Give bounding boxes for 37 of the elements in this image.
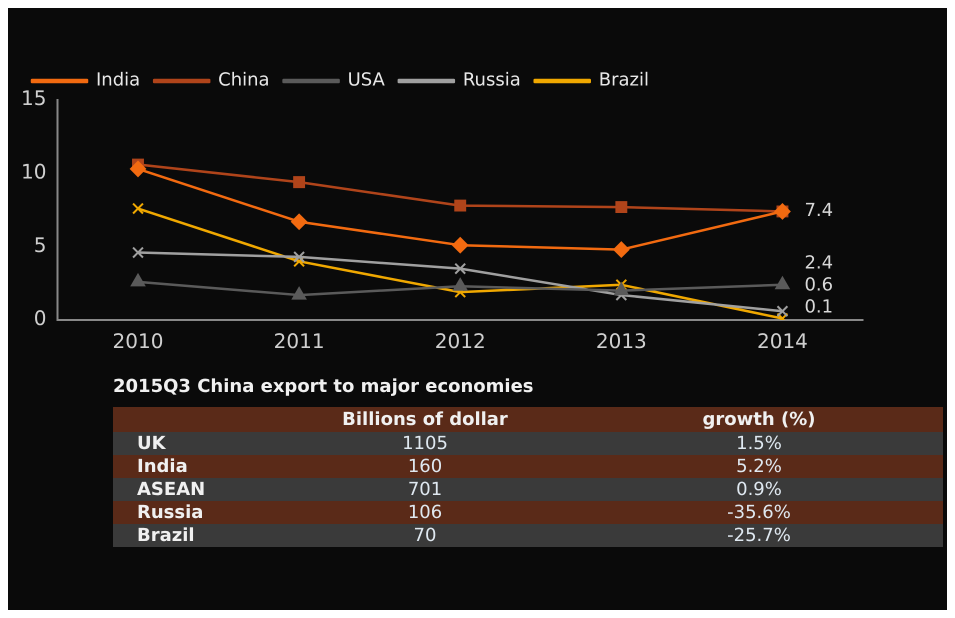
data-label: 0.9% xyxy=(575,478,943,501)
x-tick-label: 2011 xyxy=(274,329,325,354)
data-label: 0.6 xyxy=(804,274,834,296)
series-label: Billions of dollar xyxy=(341,408,509,432)
category-label: ASEAN xyxy=(113,478,275,501)
x-tick-label: 2010 xyxy=(112,329,164,354)
legend-label: China xyxy=(218,70,270,91)
dark-panel: India China USA Russia Brazil 2010 2011 2012 2013 2014 0 5 10 15 0.1 0.6 2.4 7.4 2015Q3 China export to major economies Billions of dollar growth (%) UK 1105 1.5% India 160 5.2% ASEAN 701 0.9% Russia 106 -35.6% Brazil 70 -25.7% xyxy=(8,8,947,610)
legend-label: USA xyxy=(348,70,386,91)
category-label: Brazil xyxy=(113,524,275,547)
data-label: 70 xyxy=(275,524,575,547)
category-label: Russia xyxy=(113,501,275,524)
y-tick-label: 5 xyxy=(34,232,46,257)
x-tick-label: 2014 xyxy=(756,329,808,354)
legend-label: India xyxy=(96,70,140,91)
data-label: 160 xyxy=(275,455,575,478)
x-tick-label: 2012 xyxy=(434,329,486,354)
x-tick-label: 2013 xyxy=(596,329,647,354)
data-label: -25.7% xyxy=(575,524,943,547)
data-label: 2.4 xyxy=(804,252,834,274)
y-tick-label: 15 xyxy=(20,86,46,110)
data-label: 106 xyxy=(275,501,575,524)
data-label: 1.5% xyxy=(575,432,943,455)
y-tick-label: 10 xyxy=(20,160,46,184)
data-label: 701 xyxy=(275,478,575,501)
data-label: -35.6% xyxy=(575,501,943,524)
y-tick-label: 0 xyxy=(34,306,46,330)
data-label: 7.4 xyxy=(804,200,834,222)
text: 2015Q3 China export to major economies xyxy=(113,376,535,397)
data-label: 0.1 xyxy=(804,296,834,318)
legend-label: Russia xyxy=(462,70,521,91)
legend-label: Brazil xyxy=(598,70,649,91)
category-label: UK xyxy=(113,432,275,455)
data-label: 1105 xyxy=(275,432,575,455)
data-label: 5.2% xyxy=(575,455,943,478)
series-label: growth (%) xyxy=(702,408,816,432)
category-label: India xyxy=(113,455,275,478)
